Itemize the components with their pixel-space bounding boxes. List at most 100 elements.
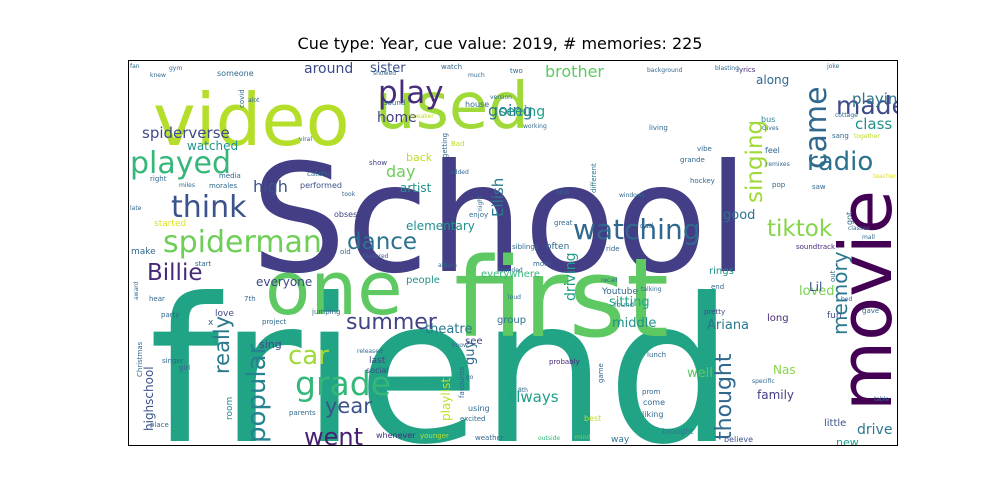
word-sound: sound — [384, 99, 405, 107]
word-seeing: seeing — [499, 104, 545, 120]
word-driving: driving — [563, 253, 579, 301]
word-got: got — [845, 212, 854, 225]
word-fun: fun — [827, 311, 842, 321]
word-old: old — [340, 248, 351, 256]
word-much: much — [468, 72, 485, 79]
word-last: last — [369, 356, 386, 366]
word-along: along — [756, 73, 789, 87]
word-ariana: Ariana — [707, 318, 749, 333]
word-working: working — [523, 123, 547, 130]
word-popular: popular — [242, 343, 272, 443]
word-kind: kind — [556, 189, 569, 196]
word-dance: dance — [347, 229, 417, 255]
word-sounded: sounded — [497, 267, 523, 274]
word-house: house — [465, 100, 489, 109]
word-friend: friend — [149, 256, 734, 446]
word-living: living — [649, 124, 668, 132]
word-siblings: siblings — [512, 243, 539, 251]
word-award: award — [133, 281, 140, 300]
word-took: took — [342, 191, 356, 198]
word-often: often — [546, 242, 569, 252]
word-back: back — [406, 151, 433, 164]
word-know: know — [452, 342, 468, 349]
word-sing: sing — [259, 338, 282, 351]
word-playlist: playlist — [439, 378, 453, 421]
word-bad: Bad — [451, 140, 465, 148]
word-come: come — [643, 398, 665, 407]
word-girl: girl — [179, 364, 190, 372]
word-love: love — [215, 309, 234, 319]
word-liking: liking — [642, 410, 663, 419]
word-grade: grade — [295, 364, 391, 403]
word-different: different — [590, 163, 598, 193]
word-made: made — [836, 91, 898, 120]
word-room: room — [225, 397, 235, 420]
word-weather: weather — [475, 434, 504, 442]
word-play: play — [378, 75, 444, 111]
word-started: started — [154, 219, 186, 229]
word-remixes: remixes — [766, 161, 790, 168]
word-first: first — [454, 234, 669, 362]
word-covid: covid — [238, 89, 246, 108]
word-joke: joke — [826, 63, 840, 70]
word-nas: Nas — [773, 363, 796, 377]
word-table: table — [874, 396, 890, 403]
word-using: using — [468, 404, 490, 413]
word-loud: loud — [508, 294, 521, 301]
word-artist: artist — [400, 181, 432, 195]
word-christmas: Christmas — [136, 341, 144, 377]
word-lyrics: lyrics — [737, 66, 756, 74]
word-group: group — [497, 315, 526, 326]
word-parents: parents — [289, 409, 316, 417]
word-singer: singer — [162, 357, 184, 365]
word-movie: movie — [824, 190, 898, 411]
word-watched: watched — [187, 139, 238, 153]
word-getting: getting — [441, 133, 449, 158]
word-youtube: Youtube — [601, 287, 638, 297]
word-sang: sang — [832, 132, 849, 140]
word-cottage: cottage — [835, 112, 858, 119]
word-album: album — [438, 262, 457, 269]
word-performed: performed — [300, 181, 342, 190]
word-memory: memory — [828, 251, 852, 335]
word-everywhere: everywhere — [481, 269, 540, 280]
word-sitting: sitting — [609, 295, 650, 310]
word-thought: thought — [712, 353, 737, 440]
word-playing: playing — [852, 90, 898, 108]
word-featured: featured — [363, 253, 389, 260]
word-sister: sister — [370, 61, 406, 76]
word-little: little — [824, 418, 846, 429]
word-billie: Billie — [147, 260, 203, 286]
word-blasting: blasting — [715, 65, 739, 72]
word-7th: 7th — [244, 295, 256, 303]
word-pretty: pretty — [704, 308, 725, 316]
word-believe: believe — [724, 435, 753, 444]
word-party: party — [161, 311, 180, 319]
word-middle: middle — [612, 316, 656, 331]
word-year: year — [325, 394, 372, 418]
word-brought: brought — [662, 427, 693, 436]
word-teacher: teacher — [873, 173, 897, 180]
word-mind: mind — [575, 434, 590, 441]
word-played: played — [130, 146, 231, 181]
word-video: video — [153, 78, 350, 162]
word-came: came — [799, 86, 834, 169]
word-probably: probably — [549, 358, 580, 366]
word-hockey: hockey — [690, 177, 715, 185]
word-social: social — [366, 366, 389, 375]
word-mom: mom — [533, 260, 551, 268]
word-found: found — [614, 301, 634, 309]
word-gave: gave — [862, 307, 879, 315]
word-spiderman: spiderman — [163, 225, 322, 260]
word-place: place — [150, 421, 169, 429]
word-new: new — [836, 436, 859, 446]
word-lil: Lil — [809, 280, 822, 294]
word-excited: excited — [460, 415, 486, 423]
word-talking: talking — [641, 286, 662, 293]
word-family: family — [757, 388, 794, 402]
word-alot: alot — [248, 97, 260, 104]
word-elementary: elementary — [406, 219, 475, 233]
word-class: class — [855, 115, 892, 133]
word-theatre: theatre — [425, 322, 472, 337]
word-whenever: whenever — [376, 431, 416, 440]
